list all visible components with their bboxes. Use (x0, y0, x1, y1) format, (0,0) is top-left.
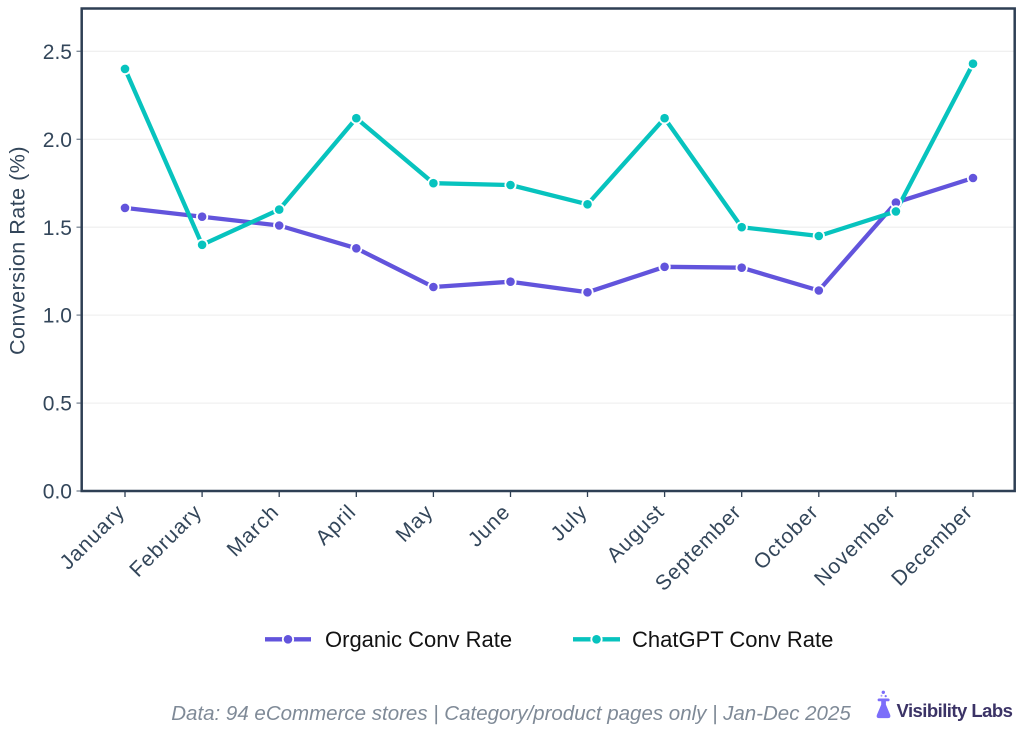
svg-text:1.0: 1.0 (43, 305, 72, 328)
svg-text:2.0: 2.0 (43, 129, 72, 152)
svg-text:Data: 94 eCommerce stores | Ca: Data: 94 eCommerce stores | Category/pro… (171, 702, 851, 725)
svg-text:Conversion Rate (%): Conversion Rate (%) (6, 146, 30, 355)
svg-text:ChatGPT Conv Rate: ChatGPT Conv Rate (632, 627, 833, 652)
svg-text:0.0: 0.0 (43, 481, 72, 504)
svg-text:Organic Conv Rate: Organic Conv Rate (325, 627, 512, 652)
svg-text:Visibility Labs: Visibility Labs (897, 700, 1013, 721)
svg-text:0.5: 0.5 (43, 393, 72, 416)
svg-text:2.5: 2.5 (43, 41, 72, 64)
svg-text:1.5: 1.5 (43, 217, 72, 240)
